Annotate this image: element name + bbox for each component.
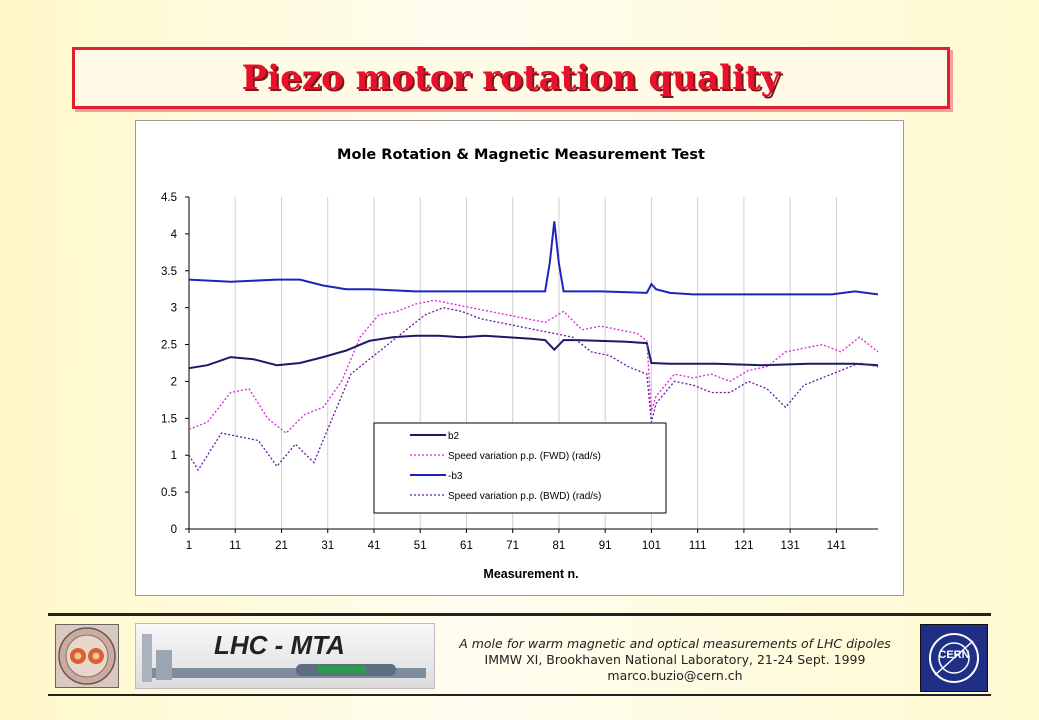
- y-tick-label: 0.5: [161, 487, 177, 499]
- x-tick-label: 11: [229, 540, 241, 552]
- footer-subtitle: A mole for warm magnetic and optical mea…: [459, 636, 891, 651]
- y-tick-label: 3: [171, 303, 177, 315]
- x-tick-label: 21: [275, 540, 288, 552]
- x-axis-ticks: 1 11 21 31 41 51 61 71 81 91 101 111 121 131 141: [186, 529, 846, 552]
- footer-divider-bottom: [48, 694, 991, 696]
- lhc-mta-banner: LHC - MTA: [135, 623, 435, 689]
- x-axis-label: Measurement n.: [483, 567, 578, 581]
- chart-title: Mole Rotation & Magnetic Measurement Tes…: [337, 147, 705, 163]
- chart-legend: b2 Speed variation p.p. (FWD) (rad/s) -b3 S…: [373, 422, 667, 514]
- legend-entry: b2: [448, 431, 460, 442]
- cern-logo-icon: CERN: [920, 624, 988, 692]
- slide-title-box: Piezo motor rotation quality: [72, 47, 950, 109]
- footer-email: marco.buzio@cern.ch: [607, 668, 743, 683]
- series-line-2: [188, 299, 879, 434]
- x-tick-label: 31: [321, 540, 334, 552]
- series-line-1: [188, 334, 879, 370]
- x-tick-label: 131: [781, 540, 800, 552]
- x-tick-label: 81: [553, 540, 566, 552]
- x-tick-label: 61: [460, 540, 473, 552]
- mole-device-icon: [142, 634, 426, 682]
- chart-axes: [188, 197, 878, 530]
- y-tick-label: 2.5: [161, 340, 177, 352]
- legend-entry: Speed variation p.p. (FWD) (rad/s): [448, 451, 601, 462]
- x-tick-label: 91: [599, 540, 612, 552]
- y-tick-label: 4.5: [161, 192, 177, 204]
- x-tick-label: 101: [642, 540, 661, 552]
- series-line-3: [188, 221, 879, 296]
- slide-title: Piezo motor rotation quality: [241, 58, 781, 98]
- y-tick-label: 0: [171, 524, 177, 536]
- x-tick-label: 51: [414, 540, 427, 552]
- footer-divider-top: [48, 613, 991, 616]
- footer-conference: IMMW XI, Brookhaven National Laboratory,…: [484, 652, 866, 667]
- y-axis-ticks: 0 0.5 1 1.5 2 2.5 3 3.5 4 4.5: [161, 192, 189, 536]
- y-tick-label: 1.5: [161, 413, 177, 425]
- y-tick-label: 2: [171, 376, 177, 388]
- x-tick-label: 141: [827, 540, 846, 552]
- x-tick-label: 111: [689, 540, 706, 552]
- series-line-4: [188, 307, 879, 472]
- lhc-mta-label: LHC - MTA: [214, 630, 345, 660]
- y-tick-label: 1: [171, 450, 177, 462]
- y-tick-label: 4: [171, 229, 178, 241]
- chart-frame: Mole Rotation & Magnetic Measurement Tes…: [135, 120, 904, 596]
- line-chart: Mole Rotation & Magnetic Measurement Tes…: [161, 147, 879, 581]
- legend-box: [373, 422, 667, 514]
- x-tick-label: 71: [506, 540, 519, 552]
- x-tick-label: 1: [186, 540, 192, 552]
- chart-series: [188, 221, 879, 472]
- legend-entry: Speed variation p.p. (BWD) (rad/s): [448, 491, 601, 502]
- footer-credits: A mole for warm magnetic and optical mea…: [440, 636, 910, 684]
- y-tick-label: 3.5: [161, 266, 177, 278]
- magnet-cross-section-icon: [55, 624, 119, 688]
- cern-logo-label: CERN: [938, 649, 970, 661]
- x-tick-label: 121: [734, 540, 753, 552]
- x-tick-label: 41: [368, 540, 381, 552]
- legend-entry: -b3: [448, 471, 463, 482]
